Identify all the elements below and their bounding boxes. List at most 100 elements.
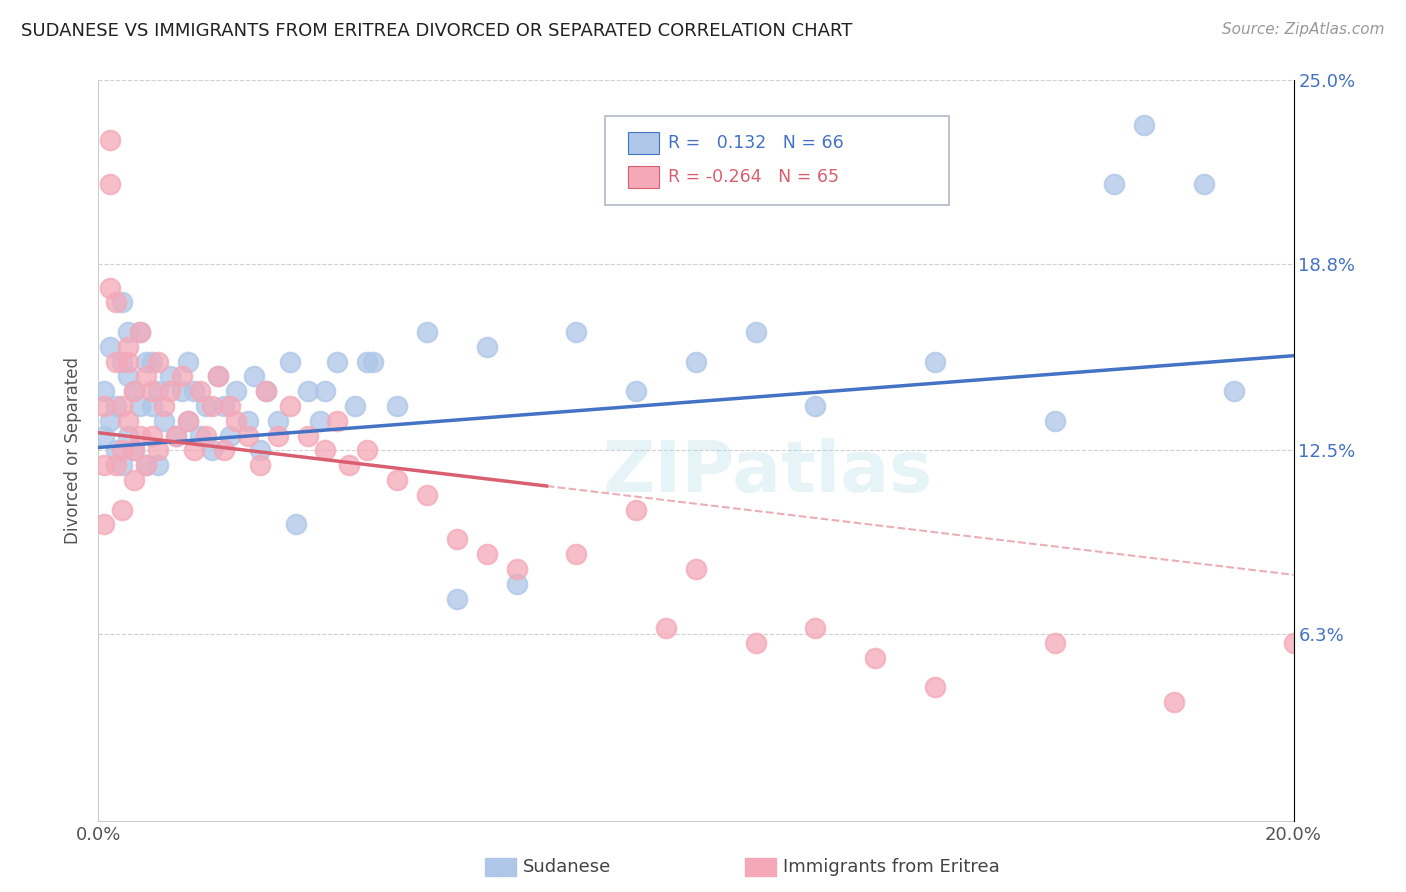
Point [297, 384, 319, 399]
Point [1223, 384, 1246, 399]
Point [111, 354, 134, 368]
Point [1104, 177, 1126, 191]
Point [159, 384, 181, 399]
Point [254, 384, 277, 399]
Point [93, 428, 115, 442]
Point [141, 399, 163, 413]
Point [685, 562, 707, 576]
Point [475, 547, 498, 561]
Point [626, 502, 648, 516]
Point [129, 428, 152, 442]
Point [344, 399, 367, 413]
Point [207, 369, 229, 384]
Point [924, 681, 946, 695]
Point [117, 340, 139, 354]
Point [626, 384, 648, 399]
Point [225, 384, 247, 399]
Point [98, 132, 122, 146]
Text: Immigrants from Eritrea: Immigrants from Eritrea [783, 858, 1000, 876]
Point [98, 280, 122, 294]
Point [416, 325, 439, 339]
Point [685, 354, 707, 368]
Point [177, 354, 200, 368]
Point [236, 414, 259, 428]
Point [188, 428, 211, 442]
Point [172, 369, 194, 384]
Text: R = -0.264   N = 65: R = -0.264 N = 65 [668, 168, 839, 186]
Point [117, 428, 139, 442]
Point [117, 414, 139, 428]
Point [148, 354, 170, 368]
Point [865, 650, 887, 665]
Point [195, 428, 218, 442]
Point [326, 414, 349, 428]
Point [177, 414, 200, 428]
Point [98, 177, 122, 191]
Point [804, 621, 827, 635]
Point [475, 340, 498, 354]
Point [745, 325, 768, 339]
Point [1282, 636, 1305, 650]
Point [416, 488, 439, 502]
Point [254, 384, 277, 399]
Point [655, 621, 678, 635]
Point [356, 354, 378, 368]
Point [267, 428, 290, 442]
Point [297, 428, 319, 442]
Point [201, 443, 224, 458]
Point [124, 443, 146, 458]
Point [105, 458, 128, 473]
Point [1163, 695, 1185, 709]
Point [195, 399, 218, 413]
Point [201, 399, 224, 413]
Point [141, 384, 163, 399]
Point [278, 399, 301, 413]
Text: R =   0.132   N = 66: R = 0.132 N = 66 [668, 134, 844, 152]
Point [339, 458, 361, 473]
Point [385, 399, 409, 413]
Point [446, 533, 468, 547]
Point [188, 384, 211, 399]
Point [172, 384, 194, 399]
Point [565, 547, 588, 561]
Point [105, 399, 128, 413]
Point [111, 295, 134, 310]
Point [141, 354, 163, 368]
Text: Sudanese: Sudanese [523, 858, 612, 876]
Point [129, 399, 152, 413]
Point [135, 369, 157, 384]
Point [117, 354, 139, 368]
Point [308, 414, 330, 428]
Point [267, 414, 290, 428]
Point [93, 399, 115, 413]
Point [363, 354, 385, 368]
Point [804, 399, 827, 413]
Point [124, 384, 146, 399]
Point [148, 458, 170, 473]
Point [326, 354, 349, 368]
Point [315, 384, 337, 399]
Point [183, 384, 205, 399]
Point [212, 443, 235, 458]
Point [1043, 636, 1066, 650]
Point [135, 354, 157, 368]
Point [124, 443, 146, 458]
Point [924, 354, 946, 368]
Point [1043, 414, 1066, 428]
Point [135, 458, 157, 473]
Point [212, 399, 235, 413]
Point [385, 473, 409, 487]
Point [243, 369, 266, 384]
Text: ZIPatlas: ZIPatlas [603, 438, 932, 508]
Point [249, 443, 271, 458]
Point [93, 517, 115, 532]
Point [135, 458, 157, 473]
Point [98, 340, 122, 354]
Point [153, 399, 176, 413]
Point [141, 428, 163, 442]
Y-axis label: Divorced or Separated: Divorced or Separated [65, 357, 83, 544]
Point [1192, 177, 1215, 191]
Point [165, 428, 187, 442]
Point [129, 325, 152, 339]
Point [105, 295, 128, 310]
